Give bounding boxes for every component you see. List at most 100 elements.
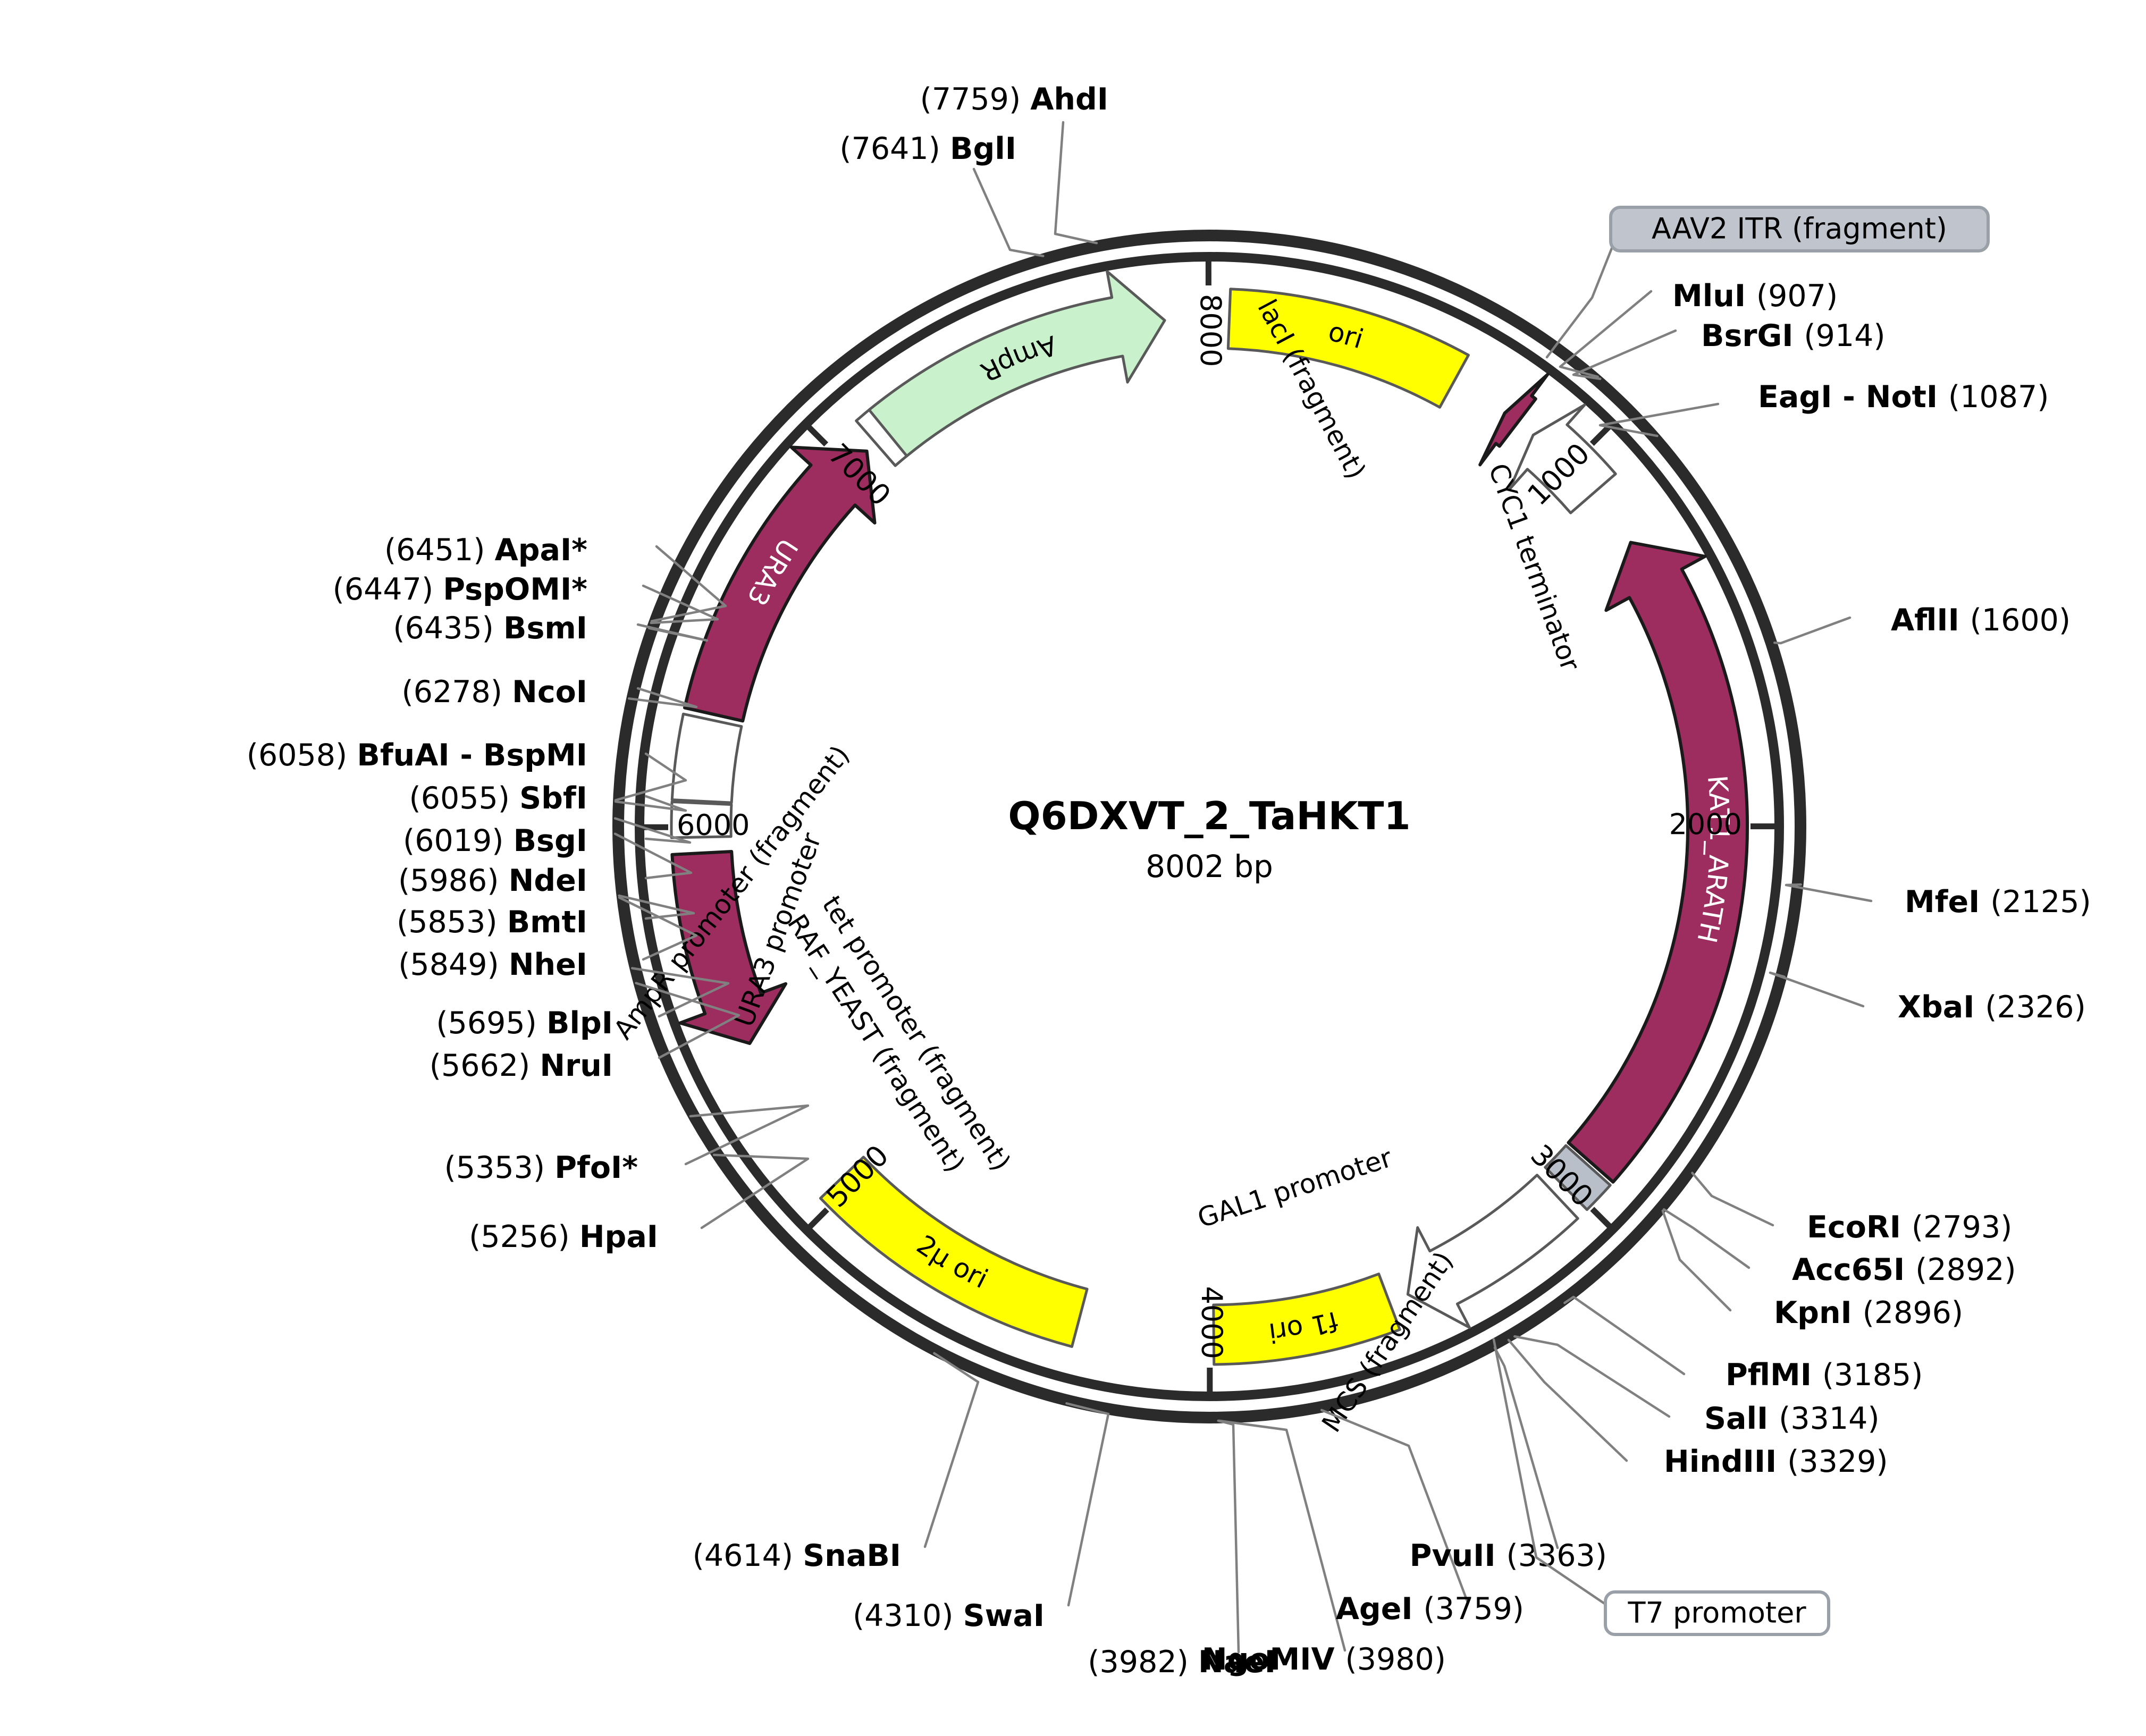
- tick-mark-7000: [804, 422, 829, 447]
- leader-line: [1662, 1208, 1751, 1269]
- restriction-site-pspomi-[interactable]: (6447) PspOMI*: [333, 572, 587, 607]
- site-name: BmtI: [507, 905, 587, 940]
- feature-ura3[interactable]: URA3: [683, 445, 877, 723]
- restriction-site-swai[interactable]: (4310) SwaI: [853, 1598, 1045, 1633]
- site-name: AgeI: [1336, 1591, 1424, 1627]
- restriction-site-pvuii[interactable]: PvuII (3363): [1410, 1538, 1607, 1573]
- restriction-site-apai-[interactable]: (6451) ApaI*: [384, 533, 587, 568]
- leader-line: [1559, 290, 1653, 378]
- leader-line: [1769, 971, 1865, 1008]
- feature-outside-label: tet promoter (fragment): [816, 890, 1017, 1176]
- leader-line: [700, 1153, 810, 1229]
- site-position: (2892): [1915, 1252, 2016, 1287]
- restriction-site-sbfi[interactable]: (6055) SbfI: [409, 781, 587, 816]
- restriction-site-xbai[interactable]: XbaI (2326): [1898, 990, 2086, 1025]
- site-position: (2326): [1985, 990, 2086, 1025]
- site-position: (5662): [430, 1048, 540, 1083]
- restriction-site-eagi-noti[interactable]: EagI - NotI (1087): [1758, 380, 2049, 415]
- site-position: (6278): [401, 675, 512, 710]
- leader-line: [636, 623, 709, 642]
- feature-ura3-promoter[interactable]: [670, 712, 743, 804]
- restriction-site-snabi[interactable]: (4614) SnaBI: [693, 1538, 901, 1573]
- leader-line: [1661, 1209, 1732, 1312]
- restriction-site-acc65i[interactable]: Acc65I (2892): [1792, 1252, 2016, 1287]
- site-name: BfuAI - BspMI: [357, 738, 587, 773]
- restriction-site-label-layer: (7759) AhdI (7641) BglI MluI (907) BsrGI (9…: [247, 82, 2091, 1680]
- site-name: SnaBI: [803, 1538, 901, 1573]
- site-position: (6019): [403, 823, 514, 858]
- restriction-site-bmti[interactable]: (5853) BmtI: [397, 905, 587, 940]
- site-name: BsmI: [503, 611, 587, 646]
- restriction-site-mfei[interactable]: MfeI (2125): [1905, 884, 2091, 920]
- feature-shape: [868, 270, 1166, 458]
- restriction-site-nhei[interactable]: (5849) NheI: [398, 947, 587, 982]
- restriction-site-nrui[interactable]: (5662) NruI: [430, 1048, 613, 1083]
- restriction-site-aflii[interactable]: AflII (1600): [1891, 603, 2071, 638]
- restriction-site-pflmi[interactable]: PflMI (3185): [1726, 1358, 1923, 1393]
- site-position: (6058): [247, 738, 357, 773]
- restriction-site-hpai[interactable]: (5256) HpaI: [469, 1219, 658, 1254]
- restriction-site-bsrgi[interactable]: BsrGI (914): [1701, 318, 1886, 353]
- feature-ampr[interactable]: AmpR: [868, 270, 1166, 458]
- restriction-site-ahdi[interactable]: (7759) AhdI: [920, 82, 1108, 117]
- site-name: Acc65I: [1792, 1252, 1915, 1287]
- leader-line: [1493, 1346, 1559, 1549]
- site-name: KpnI: [1774, 1295, 1863, 1330]
- site-name: NheI: [509, 947, 587, 982]
- feature-shape: [819, 1156, 1089, 1348]
- site-position: (2793): [1912, 1210, 2013, 1245]
- callout-leader-line: [1492, 1338, 1607, 1606]
- restriction-site-bsmi[interactable]: (6435) BsmI: [393, 611, 587, 646]
- feature-gal1-promoter[interactable]: [1406, 1174, 1579, 1329]
- callout-aav2-itr-fragment[interactable]: AAV2 ITR (fragment): [1545, 206, 1990, 359]
- restriction-site-ncoi[interactable]: (6278) NcoI: [401, 675, 587, 710]
- tick-label-4000: 4000: [1195, 1286, 1228, 1359]
- page-title: Q6DXVT_2_TaHKT1: [1008, 794, 1410, 838]
- backbone-outer-circle: [612, 230, 1806, 1423]
- leader-line: [1572, 329, 1677, 381]
- feature-ori[interactable]: ori: [1226, 288, 1470, 409]
- leader-line-layer: [613, 121, 1873, 1654]
- restriction-site-bsgi[interactable]: (6019) BsgI: [403, 823, 587, 858]
- restriction-site-ngomiv[interactable]: NgoMIV (3980): [1202, 1642, 1446, 1677]
- leader-line: [923, 1352, 980, 1548]
- restriction-site-hindiii[interactable]: HindIII (3329): [1664, 1444, 1888, 1479]
- site-position: (2896): [1863, 1295, 1964, 1330]
- feature-cyc1-terminator[interactable]: [1508, 403, 1617, 515]
- site-name: PflMI: [1726, 1358, 1822, 1393]
- feature-f1-ori[interactable]: f1 ori: [1212, 1272, 1401, 1366]
- leader-line: [628, 687, 698, 709]
- restriction-site-ecori[interactable]: EcoRI (2793): [1807, 1210, 2012, 1245]
- site-position: (1600): [1970, 603, 2071, 638]
- site-name: XbaI: [1898, 990, 1985, 1025]
- restriction-site-agei[interactable]: AgeI (3759): [1336, 1591, 1524, 1627]
- leader-line: [635, 982, 740, 1059]
- feature-laci-fragment[interactable]: [1478, 373, 1550, 467]
- feature-kat1-arath[interactable]: KAT1_ARATH: [1567, 541, 1749, 1184]
- leader-line: [614, 795, 687, 812]
- callout-t7-promoter[interactable]: T7 promoter: [1492, 1338, 1830, 1636]
- site-position: (6435): [393, 611, 503, 646]
- site-position: (4310): [853, 1598, 963, 1633]
- tick-mark-5000: [804, 1207, 829, 1232]
- feature-mcs-fragment[interactable]: [1544, 1144, 1612, 1211]
- plasmid-length-label: 8002 bp: [1146, 848, 1273, 884]
- restriction-site-kpni[interactable]: KpnI (2896): [1774, 1295, 1963, 1330]
- restriction-site-sali[interactable]: SalI (3314): [1704, 1401, 1880, 1436]
- leader-line: [1507, 1338, 1628, 1462]
- site-name: SwaI: [963, 1598, 1045, 1633]
- restriction-site-blpi[interactable]: (5695) BlpI: [436, 1006, 613, 1041]
- restriction-site-mlui[interactable]: MluI (907): [1672, 279, 1838, 314]
- restriction-site-ndei[interactable]: (5986) NdeI: [398, 863, 587, 898]
- site-name: BsrGI: [1701, 318, 1804, 353]
- leader-line: [972, 167, 1045, 257]
- restriction-site-naei[interactable]: (3982) NaeI: [1088, 1645, 1276, 1680]
- restriction-site-bgli[interactable]: (7641) BglI: [839, 131, 1016, 166]
- restriction-site-bfuai-bspmi[interactable]: (6058) BfuAI - BspMI: [247, 738, 587, 773]
- restriction-site-pfoi-[interactable]: (5353) PfoI*: [444, 1150, 638, 1185]
- site-position: (2125): [1990, 884, 2091, 920]
- leader-line: [1563, 1295, 1686, 1376]
- site-name: BsgI: [514, 823, 587, 858]
- site-position: (5695): [436, 1006, 546, 1041]
